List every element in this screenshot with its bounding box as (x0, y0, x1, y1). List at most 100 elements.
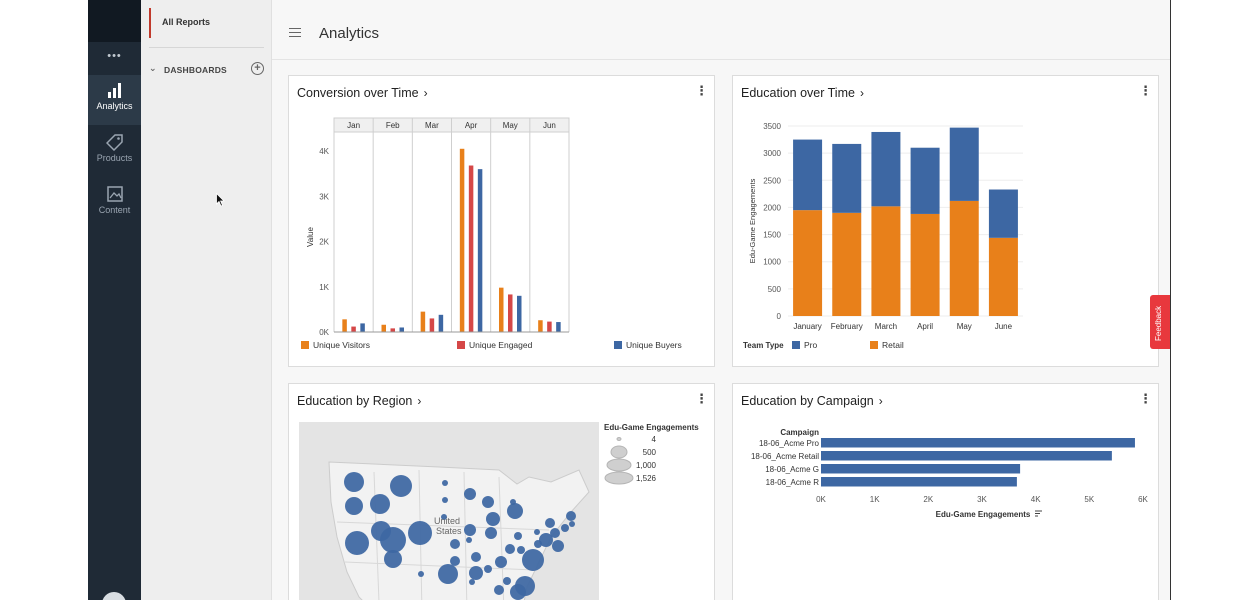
bar-unique-buyers (477, 169, 483, 332)
legend-swatch (457, 341, 465, 349)
add-dashboard-icon[interactable]: + (251, 62, 264, 75)
bar-unique-visitors (538, 320, 543, 332)
region-bubble (464, 524, 476, 536)
month-label: Apr (465, 121, 478, 130)
chevron-right-icon: › (878, 394, 883, 408)
size-legend-title: Edu-Game Engagements (604, 423, 699, 432)
legend-swatch (870, 341, 878, 349)
size-legend-symbol (616, 437, 622, 441)
region-bubble (345, 497, 363, 515)
card-menu-icon[interactable]: ⋮ (695, 391, 708, 406)
rail-item-label: Analytics (96, 101, 133, 111)
y-tick-label: 500 (768, 285, 782, 294)
region-bubble (485, 527, 497, 539)
legend-label: Unique Visitors (313, 340, 370, 350)
region-bubble (469, 579, 475, 585)
user-avatar[interactable] (102, 592, 126, 600)
x-tick-label: 4K (1031, 495, 1041, 504)
chevron-right-icon: › (417, 394, 422, 408)
region-bubble (370, 494, 390, 514)
education-time-card-title[interactable]: Education over Time › (741, 86, 864, 100)
bar-retail (871, 206, 901, 316)
card-menu-icon[interactable]: ⋮ (1139, 391, 1152, 406)
y-tick-label: 0 (777, 312, 782, 321)
dashboards-section-toggle[interactable]: ⌄ DASHBOARDS + (149, 62, 267, 78)
bar-unique-engaged (351, 326, 356, 332)
month-label: May (503, 121, 518, 130)
feedback-tab[interactable]: Feedback (1150, 295, 1170, 349)
conversion-card-title[interactable]: Conversion over Time › (297, 86, 428, 100)
card-menu-icon[interactable]: ⋮ (1139, 83, 1152, 98)
bar-unique-engaged (468, 165, 474, 332)
state-border (336, 521, 550, 531)
nav-divider (149, 47, 264, 48)
x-tick-label: 2K (923, 495, 933, 504)
card-menu-icon[interactable]: ⋮ (695, 83, 708, 98)
main-content: Analytics Conversion over Time › ⋮ Jan Feb… (272, 0, 1170, 600)
bar-unique-buyers (438, 314, 444, 332)
chevron-down-icon: ⌄ (149, 63, 157, 73)
bar-unique-buyers (556, 322, 561, 332)
map-label: United (434, 516, 460, 526)
region-bubble (550, 528, 560, 538)
bar-unique-visitors (420, 311, 426, 332)
legend-swatch (301, 341, 309, 349)
y-tick-label: 2K (319, 238, 329, 247)
region-bubble (450, 556, 460, 566)
card-title-text: Conversion over Time (297, 86, 419, 100)
region-bubble (471, 552, 481, 562)
region-bubble (545, 518, 555, 528)
region-bubble (482, 496, 494, 508)
top-bar: Analytics (272, 0, 1170, 60)
month-label: Feb (386, 121, 400, 130)
region-bubble (344, 472, 364, 492)
campaign-card: Education by Campaign › ⋮ Campaign 18-06_A… (732, 383, 1159, 600)
region-bubble (534, 540, 542, 548)
region-card-title[interactable]: Education by Region › (297, 394, 421, 408)
campaign-card-title[interactable]: Education by Campaign › (741, 394, 883, 408)
month-label: Mar (425, 121, 439, 130)
legend-label: Pro (804, 340, 818, 350)
bar-retail (949, 200, 979, 316)
size-legend-label: 500 (643, 448, 657, 457)
region-bubble (466, 537, 472, 543)
region-bubble (561, 524, 569, 532)
region-bubble (450, 539, 460, 549)
legend-label: Unique Engaged (469, 340, 533, 350)
region-bubble (510, 499, 516, 505)
all-reports-link[interactable]: All Reports (149, 8, 267, 38)
legend-label: Retail (882, 340, 904, 350)
region-bubble (486, 512, 500, 526)
region-bubble (495, 556, 507, 568)
region-bubble (464, 488, 476, 500)
dashboards-label: DASHBOARDS (164, 65, 227, 75)
category-title: Campaign (780, 428, 819, 437)
rail-item-products[interactable]: Products (88, 127, 141, 177)
more-menu-button[interactable]: ••• (107, 50, 122, 62)
app-frame: ••• Analytics Products Content (88, 0, 1171, 600)
bar-retail (793, 210, 823, 316)
rail-item-analytics[interactable]: Analytics (88, 75, 141, 125)
x-tick-label: 5K (1084, 495, 1094, 504)
size-legend-label: 4 (652, 435, 657, 444)
bar-unique-visitors (342, 319, 347, 332)
hamburger-menu-icon[interactable] (289, 28, 301, 37)
conversion-card: Conversion over Time › ⋮ Jan Feb Mar Apr May J… (288, 75, 715, 367)
region-bubble (469, 566, 483, 580)
y-axis-label: Value (306, 227, 315, 247)
mouse-cursor-icon (216, 193, 225, 207)
bar-unique-engaged (390, 328, 395, 332)
campaign-label: 18-06_Acme R (766, 478, 820, 487)
rail-item-content[interactable]: Content (88, 179, 141, 229)
region-bubble (539, 533, 553, 547)
rail-item-label: Content (98, 205, 131, 215)
region-bubble (566, 511, 576, 521)
bar-pro (871, 131, 901, 207)
bar-retail (988, 237, 1018, 316)
size-legend-symbol (610, 445, 628, 459)
region-bubble (345, 531, 369, 555)
secondary-nav: All Reports ⌄ DASHBOARDS + (141, 0, 272, 600)
legend-swatch (792, 341, 800, 349)
region-bubble (418, 571, 424, 577)
region-bubble (442, 497, 448, 503)
